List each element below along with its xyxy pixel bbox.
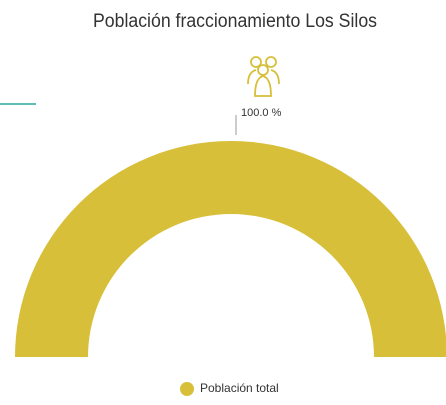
chart-title: Población fraccionamiento Los Silos	[93, 11, 377, 32]
data-label: 100.0 %	[241, 107, 282, 119]
people-icon	[247, 56, 280, 97]
legend-label: Población total	[200, 381, 279, 395]
pie-segment	[15, 141, 446, 357]
legend-swatch	[180, 382, 194, 396]
